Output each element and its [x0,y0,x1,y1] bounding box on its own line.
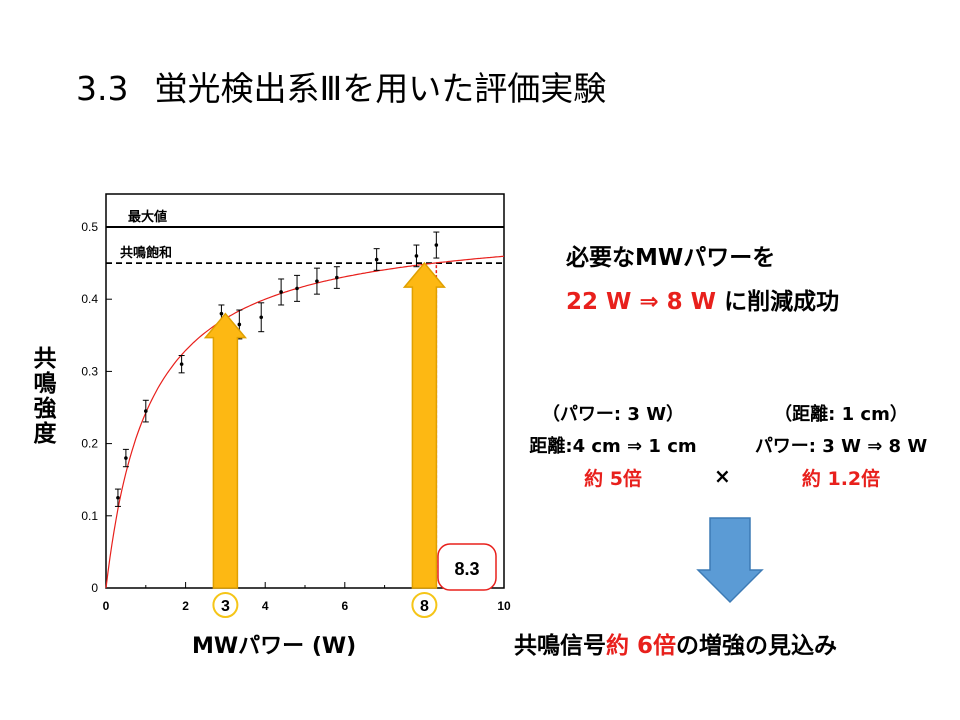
y-tick-label: 0 [91,581,98,595]
slide-title: 3.3 蛍光検出系Ⅲを用いた評価実験 [76,62,606,110]
fit-curve [105,255,505,589]
x-tick-label: 6 [341,599,348,613]
data-point [333,266,340,289]
reduction-text: に削減成功 [716,289,840,315]
power-gain: 約 1.2倍 [801,468,881,490]
data-point [278,278,285,306]
y-tick-label: 0.2 [81,437,98,451]
data-point [142,399,149,423]
data-point [114,488,121,507]
distance-gain: 約 5倍 [584,468,642,490]
x-tick-label: 0 [103,599,110,613]
distance-condition: （パワー: 3 W） [541,404,685,425]
arrow-tick-label: 8 [420,598,429,615]
y-axis-label: 共鳴強度 [29,346,55,446]
reduction-values: 22 W ⇒ 8 W [566,289,717,315]
data-point [313,267,320,295]
tick-highlight-circle [212,592,239,618]
conclusion-pre: 共鳴信号 [514,633,606,659]
plot-frame [105,193,505,589]
data-point [294,274,301,302]
title-text: 蛍光検出系Ⅲを用いた評価実験 [154,69,607,108]
requirement-line: 必要なMWパワーを [566,245,776,271]
data-point [433,231,440,259]
callout-8-3: 8.3 [437,543,497,591]
y-tick-label: 0.4 [81,292,98,306]
x-tick-label: 10 [497,599,511,613]
max-line-label: 最大値 [128,209,167,224]
arrow-3: 3 [203,312,248,618]
arrow-8: 8 [402,261,447,618]
conclusion: 共鳴信号約 6倍の増強の見込み [514,626,837,660]
multiply-sign: × [714,464,731,488]
arrow-tick-label: 3 [221,598,230,615]
conclusion-post: の増強の見込み [676,633,838,659]
data-point [122,448,129,468]
conclusion-highlight: 約 6倍 [606,633,677,659]
reduction-line: 22 W ⇒ 8 W に削減成功 [566,282,839,316]
saturation-line-label: 共鳴飽和 [120,245,172,260]
data-point [258,302,265,333]
y-tick-label: 0.1 [81,509,98,523]
power-condition: （距離: 1 cm） [774,404,908,425]
x-tick-label: 2 [182,599,189,613]
x-axis-label: MWパワー (W) [192,634,357,659]
x-tick-label: 4 [262,599,269,613]
title-number: 3.3 [76,69,129,108]
data-point [373,248,380,271]
data-point [178,355,185,374]
power-change: パワー: 3 W ⇒ 8 W [754,436,928,457]
callout-label: 8.3 [454,559,479,579]
y-tick-label: 0.3 [81,364,98,378]
distance-change: 距離:4 cm ⇒ 1 cm [529,436,697,457]
tick-highlight-circle [411,592,438,618]
y-tick-label: 0.5 [81,220,98,234]
data-point [413,244,420,268]
y-axis-label-wrap: 共鳴強度 [22,326,62,466]
down-arrow-shape [696,517,764,604]
